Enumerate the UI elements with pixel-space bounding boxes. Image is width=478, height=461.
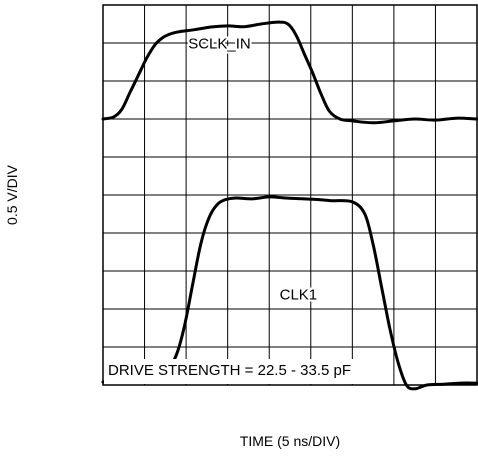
traces	[101, 20, 478, 391]
drive-strength-note-text: DRIVE STRENGTH = 22.5 - 33.5 pF	[108, 362, 351, 379]
grid	[103, 5, 477, 385]
y-axis-label: 0.5 V/DIV	[4, 164, 20, 225]
x-axis-label: TIME (5 ns/DIV)	[240, 433, 340, 449]
trace-clk1	[101, 195, 478, 391]
trace-label-sclk-in: SCLK_IN	[188, 36, 251, 53]
plot-frame	[102, 4, 478, 386]
drive-strength-note-background	[104, 359, 357, 384]
trace-label-clk1: CLK1	[280, 287, 318, 304]
drive-strength-note: DRIVE STRENGTH = 22.5 - 33.5 pF	[104, 359, 357, 384]
trace-labels: SCLK_IN CLK1	[186, 34, 319, 306]
trace-sclk-in	[101, 20, 478, 125]
